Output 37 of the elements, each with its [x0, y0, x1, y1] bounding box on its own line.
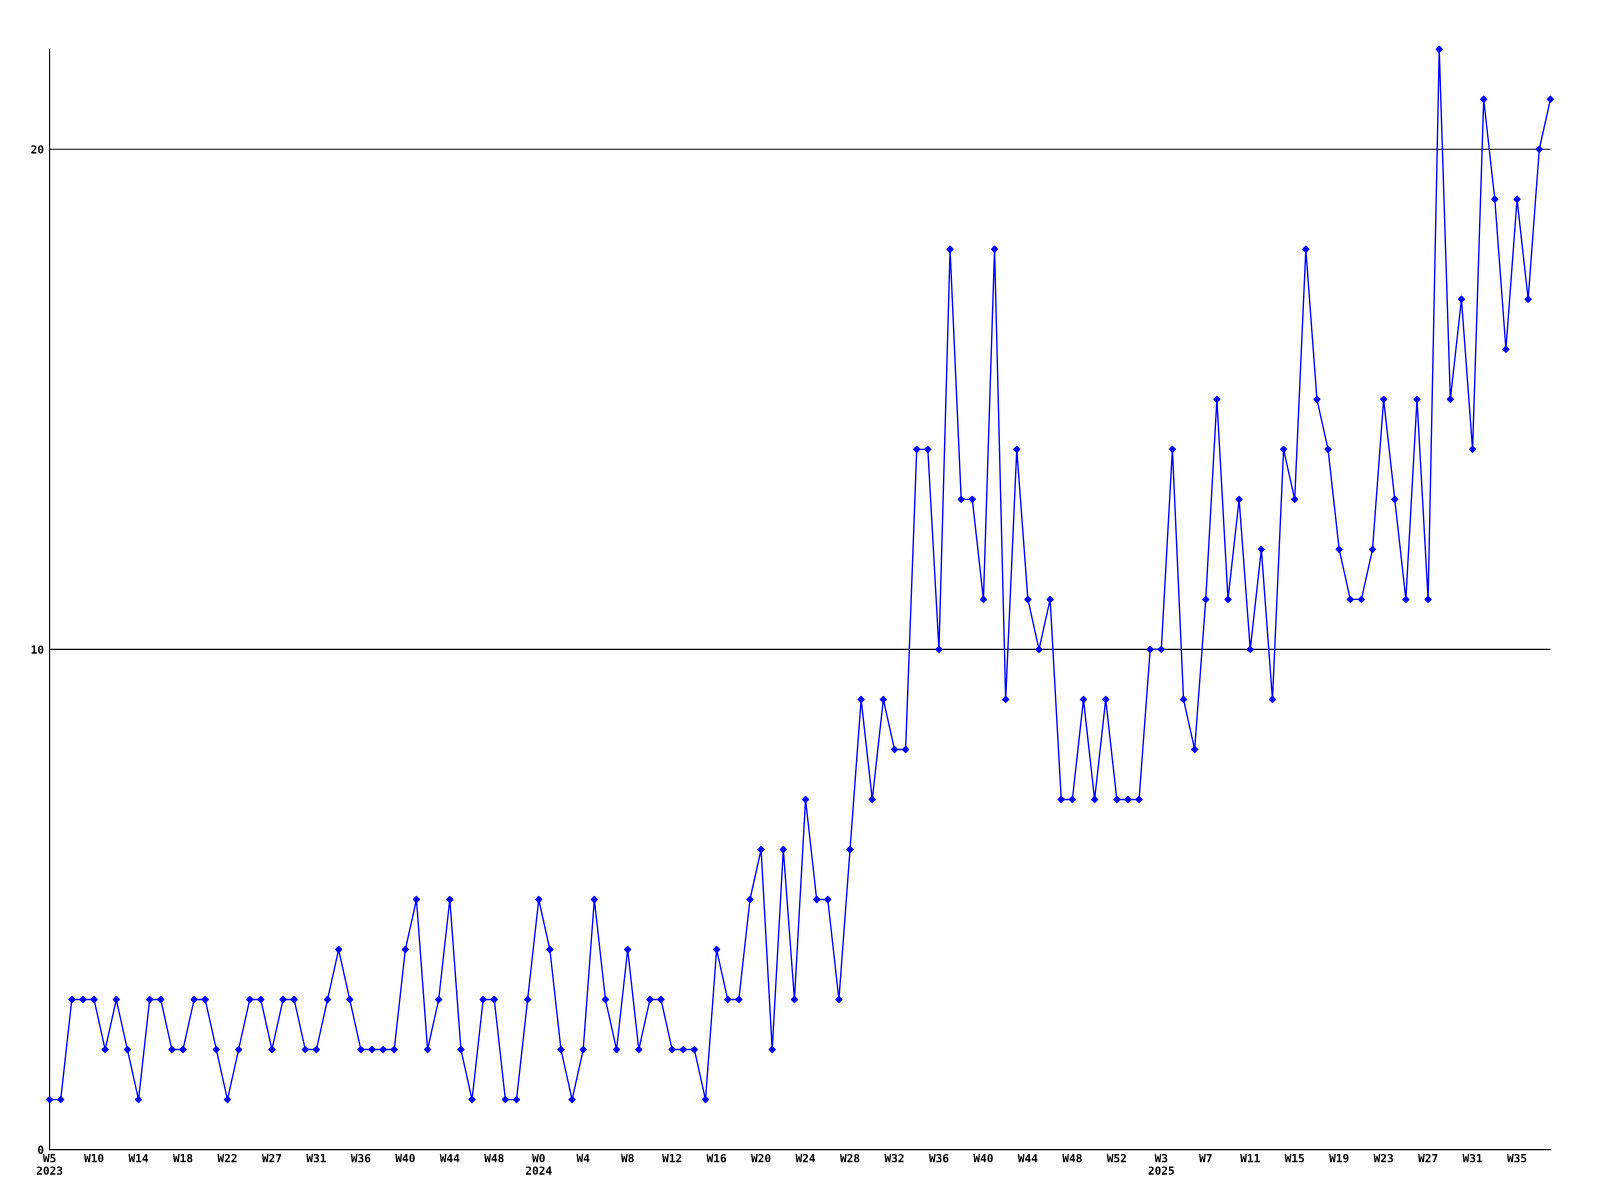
x-tick-label: W52 — [1106, 1153, 1126, 1163]
x-tick-label: W0 2024 — [525, 1153, 552, 1175]
x-tick-label: W48 — [1062, 1153, 1082, 1163]
x-tick-label: W16 — [706, 1153, 727, 1163]
x-tick-label: W27 — [1418, 1153, 1438, 1163]
x-tick-label: W28 — [839, 1153, 860, 1163]
y-tick-label: 20 — [31, 145, 44, 154]
x-tick-label: W24 — [795, 1153, 816, 1163]
x-tick-label: W4 — [576, 1154, 590, 1163]
x-tick-label: W32 — [884, 1153, 904, 1163]
x-tick-label: W40 — [395, 1153, 415, 1163]
x-tick-label: W3 2025 — [1148, 1153, 1174, 1175]
x-tick-label: W27 — [261, 1153, 282, 1163]
x-tick-label: W40 — [973, 1153, 993, 1163]
x-tick-label: W10 — [84, 1153, 104, 1163]
x-tick-label: W44 — [439, 1154, 460, 1163]
y-tick-label: 10 — [31, 645, 44, 654]
x-tick-label: W31 — [1462, 1153, 1483, 1163]
x-tick-label: W8 — [621, 1153, 634, 1163]
x-tick-label: W35 — [1507, 1153, 1527, 1163]
x-tick-label: W48 — [484, 1153, 504, 1163]
x-tick-label: W15 — [1284, 1154, 1304, 1163]
x-tick-label: W36 — [928, 1153, 949, 1163]
x-tick-label: W22 — [217, 1153, 237, 1163]
x-tick-label: W23 — [1373, 1153, 1393, 1163]
x-tick-label: W36 — [350, 1153, 371, 1163]
x-tick-label: W7 — [1199, 1154, 1212, 1163]
y-tick-label: 0 — [38, 1145, 44, 1154]
x-tick-label: W14 — [128, 1154, 149, 1163]
x-tick-label: W18 — [172, 1153, 193, 1163]
x-tick-label: W44 — [1017, 1154, 1038, 1163]
x-tick-label: W31 — [306, 1153, 326, 1163]
x-tick-label: W11 — [1240, 1154, 1260, 1163]
x-tick-label: W20 — [751, 1153, 771, 1163]
x-tick-label: W5 2023 — [36, 1154, 63, 1175]
x-tick-label: W19 — [1329, 1154, 1349, 1163]
x-tick-label: W12 — [662, 1153, 682, 1163]
